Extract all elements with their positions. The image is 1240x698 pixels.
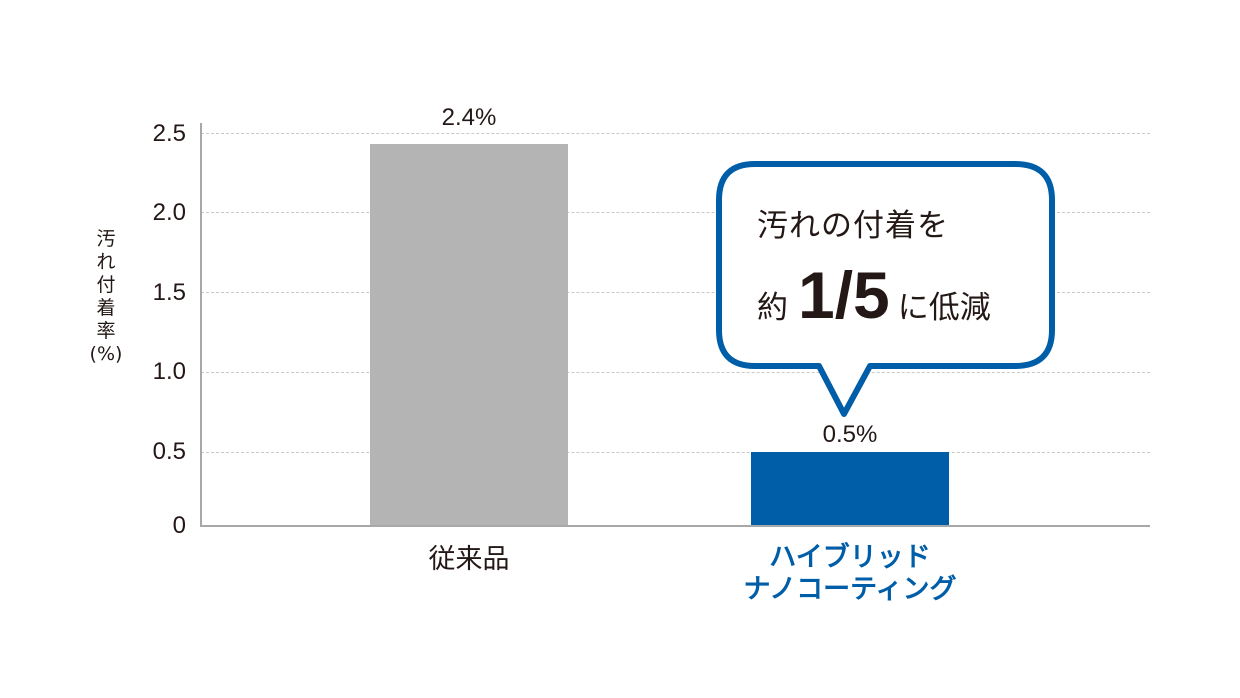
- category-hybrid: ハイブリッド ナノコーティング: [700, 542, 1000, 606]
- y-tick-2-5: 2.5: [152, 120, 186, 147]
- category-conventional: 従来品: [428, 544, 510, 575]
- category-hybrid-line1: ハイブリッド: [769, 542, 931, 573]
- y-label-char: 率: [96, 320, 116, 342]
- gridline-2-0: [201, 212, 1150, 213]
- gridline-0-5: [201, 452, 1150, 453]
- callout-line2: 約 1/5 に低減: [757, 262, 991, 328]
- callout-ratio: 1/5: [798, 258, 890, 332]
- y-label-char: れ: [96, 251, 116, 273]
- y-label-char: 汚: [96, 228, 116, 250]
- callout-bubble: [716, 161, 1055, 417]
- value-label-conventional: 2.4%: [441, 104, 497, 131]
- y-tick-1-0: 1.0: [152, 358, 186, 385]
- gridline-1-5: [201, 292, 1150, 293]
- bar-hybrid-nano: [751, 452, 949, 526]
- callout-line1: 汚れの付着を: [757, 208, 949, 244]
- y-tick-2-0: 2.0: [152, 199, 186, 226]
- y-label-char: (%): [89, 343, 123, 365]
- y-axis-line: [200, 123, 202, 527]
- y-axis-label: 汚 れ 付 着 率 (%): [88, 228, 124, 366]
- bar-conventional: [370, 144, 568, 526]
- y-tick-0: 0: [172, 512, 186, 539]
- y-label-char: 付: [96, 274, 116, 296]
- category-hybrid-line2: ナノコーティング: [743, 574, 957, 605]
- value-label-hybrid: 0.5%: [822, 421, 878, 448]
- callout-prefix: 約: [757, 290, 788, 326]
- x-axis-line: [200, 525, 1150, 527]
- y-label-char: 着: [96, 297, 116, 319]
- gridline-1-0: [201, 372, 1150, 373]
- y-tick-1-5: 1.5: [152, 279, 186, 306]
- gridline-2-5: [201, 133, 1150, 134]
- y-tick-0-5: 0.5: [152, 438, 186, 465]
- callout-suffix: に低減: [897, 290, 991, 326]
